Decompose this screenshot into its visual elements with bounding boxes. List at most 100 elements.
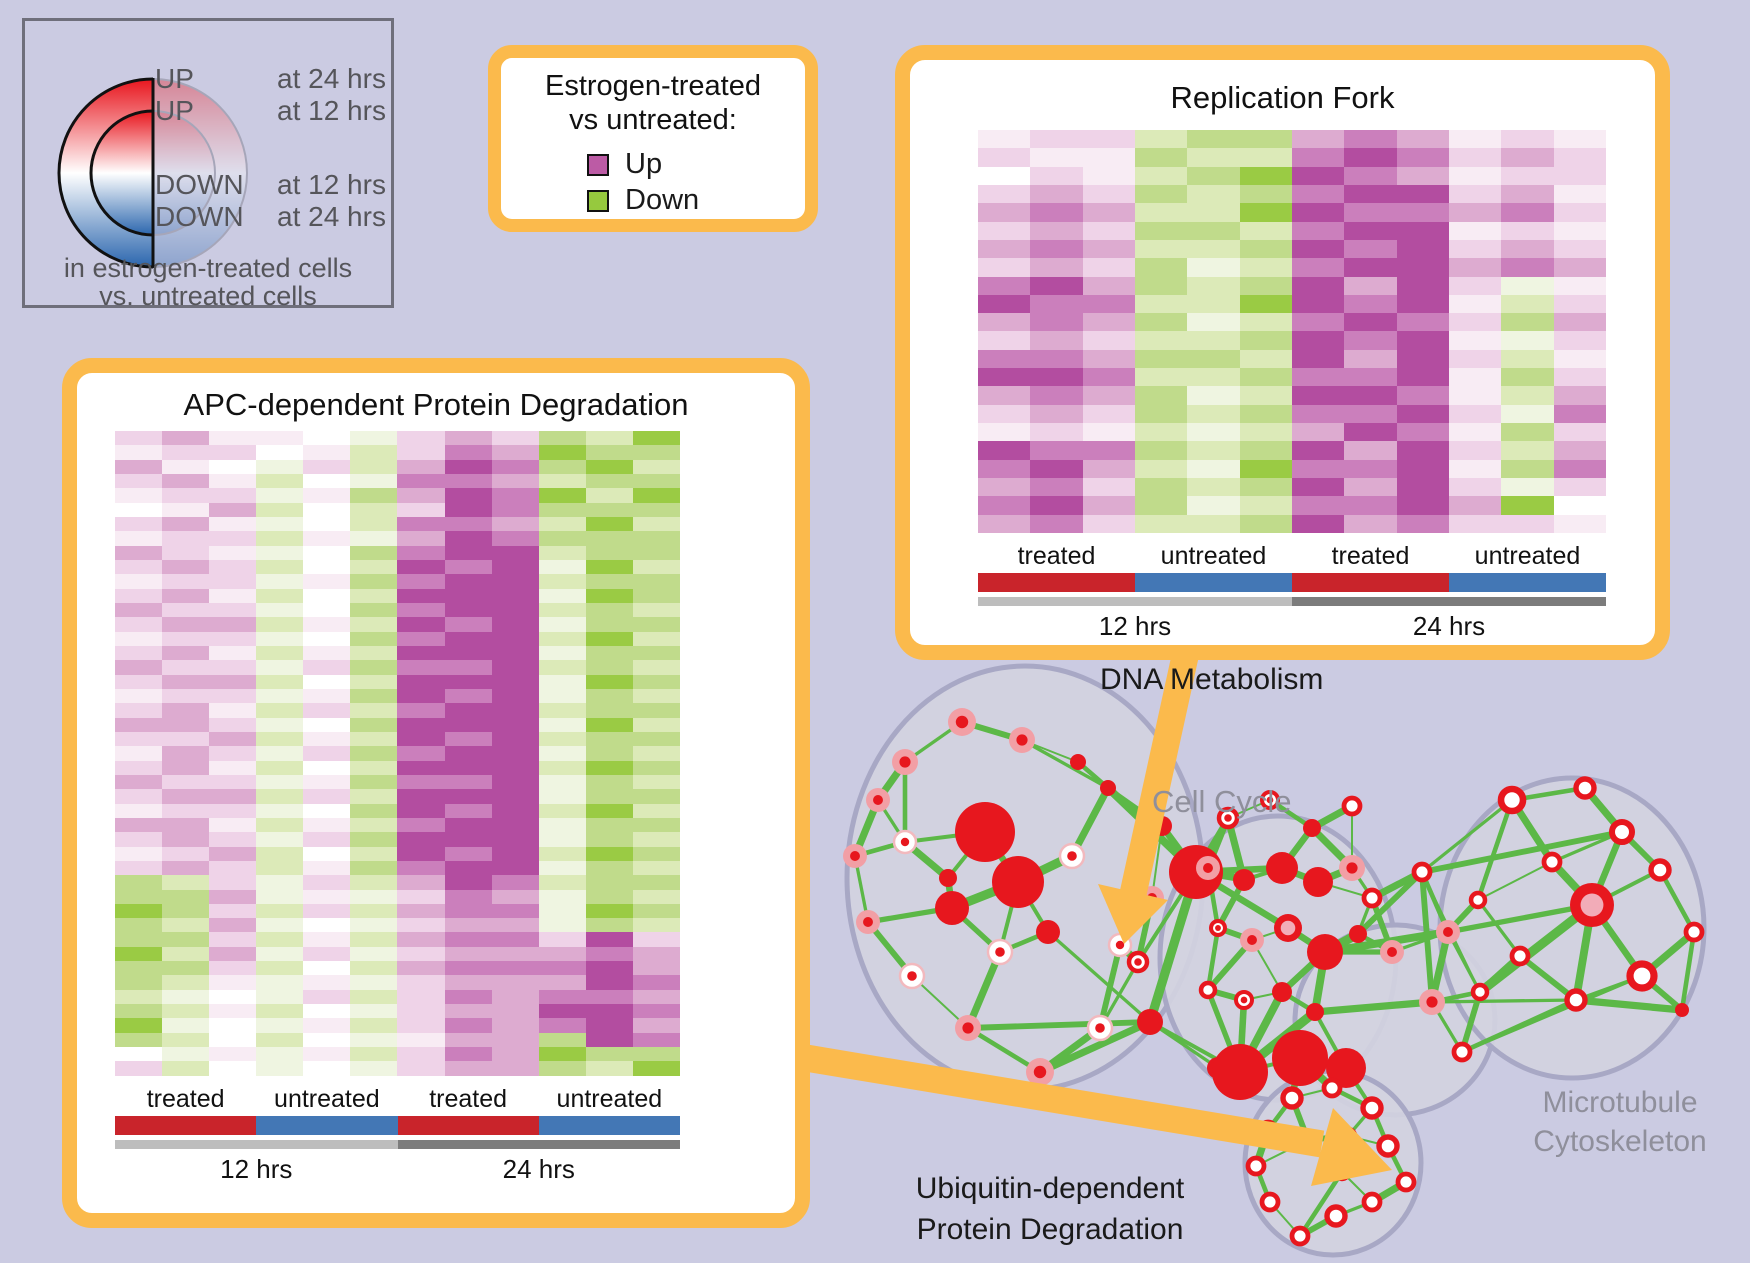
color-key-title-line1: Estrogen-treated — [544, 70, 761, 102]
heatmap-row — [115, 617, 680, 632]
gene-node-large — [1570, 883, 1614, 927]
heatmap-row — [115, 860, 680, 876]
network-edge — [1476, 899, 1522, 957]
network-edge — [1280, 990, 1317, 1014]
network-edge — [1309, 825, 1355, 871]
color-key-title-line2: vs untreated: — [569, 104, 737, 136]
heatmap-row — [978, 148, 1606, 167]
network-edge — [1350, 867, 1374, 899]
network-edge — [1591, 868, 1661, 907]
gene-node-large — [1212, 1044, 1268, 1100]
down-label: Down — [625, 184, 700, 216]
network-edge — [964, 950, 1004, 1030]
network-edge — [1339, 1135, 1351, 1173]
heatmap-row — [115, 645, 680, 661]
network-edge — [1076, 760, 1110, 790]
gene-node-ring — [1497, 785, 1527, 815]
network-edge — [1243, 991, 1283, 1001]
network-edge — [1446, 931, 1482, 993]
network-edge — [854, 839, 906, 859]
heatmap-row — [115, 760, 680, 775]
gene-node-large — [1303, 867, 1333, 897]
cluster-ellipse — [1242, 1068, 1424, 1258]
gene-node-core — [900, 837, 910, 847]
network-edge — [1461, 997, 1577, 1055]
gene-node-core — [1115, 940, 1125, 950]
network-edge — [1135, 897, 1155, 963]
network-edge — [1193, 816, 1231, 874]
apc-treatment-bar-segment — [256, 1116, 398, 1135]
heatmap-row — [115, 1004, 680, 1019]
network-edge — [1205, 867, 1221, 929]
apc-time-bar-segment — [115, 1140, 398, 1149]
network-edge — [851, 798, 882, 858]
cell-cycle-label: Cell Cycle — [1152, 784, 1292, 819]
gene-node-large — [935, 891, 969, 925]
network-edge — [1461, 974, 1643, 1054]
apc-time-label: 24 hrs — [502, 1154, 575, 1184]
gene-node-ring — [1411, 861, 1433, 883]
network-edge — [1068, 786, 1112, 858]
gene-node-large — [1274, 914, 1302, 942]
apc-group-label: untreated — [274, 1085, 380, 1113]
rf-group-label: treated — [1017, 542, 1096, 570]
network-edge — [904, 720, 963, 764]
network-edge — [1551, 830, 1623, 864]
up-color-swatch — [587, 153, 609, 176]
gene-node-core — [1095, 1023, 1105, 1033]
gene-node-core — [873, 795, 883, 805]
apc-group-label: treated — [429, 1085, 508, 1113]
network-edge — [1286, 925, 1327, 955]
network-edge — [1195, 866, 1209, 874]
network-edge — [1205, 989, 1243, 1073]
heatmap-row — [115, 545, 680, 560]
network-edge — [1117, 942, 1141, 965]
network-edge — [1322, 929, 1361, 957]
network-edge — [944, 877, 956, 909]
rf-group-label: treated — [1331, 542, 1410, 570]
gene-node-core — [850, 851, 860, 861]
gene-node-core — [863, 917, 873, 927]
apc-treatment-bar-segment — [538, 1116, 680, 1135]
network-edge — [1572, 904, 1596, 1001]
network-edge — [1217, 1065, 1241, 1075]
network-edge — [1149, 1020, 1241, 1074]
gene-node-white-halo — [1086, 1014, 1114, 1042]
heatmap-row — [115, 731, 680, 747]
gene-node-pink-halo — [1436, 920, 1460, 944]
network-edge — [1279, 826, 1315, 870]
network-edge — [1297, 1055, 1335, 1091]
gene-node-core — [1147, 893, 1157, 903]
network-edge — [1341, 1171, 1373, 1203]
apc-time-labels: 12 hrs 24 hrs — [115, 1154, 680, 1185]
heatmap-row — [978, 221, 1606, 240]
network-edge — [911, 975, 969, 1029]
heatmap-row — [978, 166, 1606, 185]
network-edge — [999, 929, 1049, 955]
gene-node-core — [1203, 863, 1213, 873]
network-edge — [982, 830, 1021, 884]
network-edge — [902, 839, 951, 881]
heatmap-row — [115, 445, 680, 460]
network-edge — [1430, 1001, 1464, 1053]
network-edge — [1330, 1085, 1374, 1111]
heatmap-row — [115, 918, 680, 933]
legend-footer-line1: in estrogen-treated cells — [63, 253, 353, 283]
gene-node-ring — [1541, 851, 1563, 873]
network-edge — [875, 759, 908, 803]
network-edge — [967, 1019, 1151, 1031]
gene-node-ring — [1321, 1077, 1343, 1099]
gene-node-ring — [1451, 1041, 1473, 1063]
rf-panel-title: Replication Fork — [1170, 80, 1395, 115]
gene-node-pink-halo — [1339, 855, 1365, 881]
heatmap-row — [978, 349, 1606, 369]
network-edge — [1431, 989, 1481, 1005]
network-edge — [1253, 1165, 1273, 1203]
gene-node-solid — [1306, 1003, 1324, 1021]
bottom-margin-strip — [0, 1263, 1750, 1279]
network-edge — [1046, 930, 1152, 1024]
heatmap-row — [115, 875, 680, 890]
gene-node-core — [1240, 996, 1248, 1004]
gene-node-pink-halo — [955, 1015, 981, 1041]
heatmap-row — [115, 588, 680, 603]
